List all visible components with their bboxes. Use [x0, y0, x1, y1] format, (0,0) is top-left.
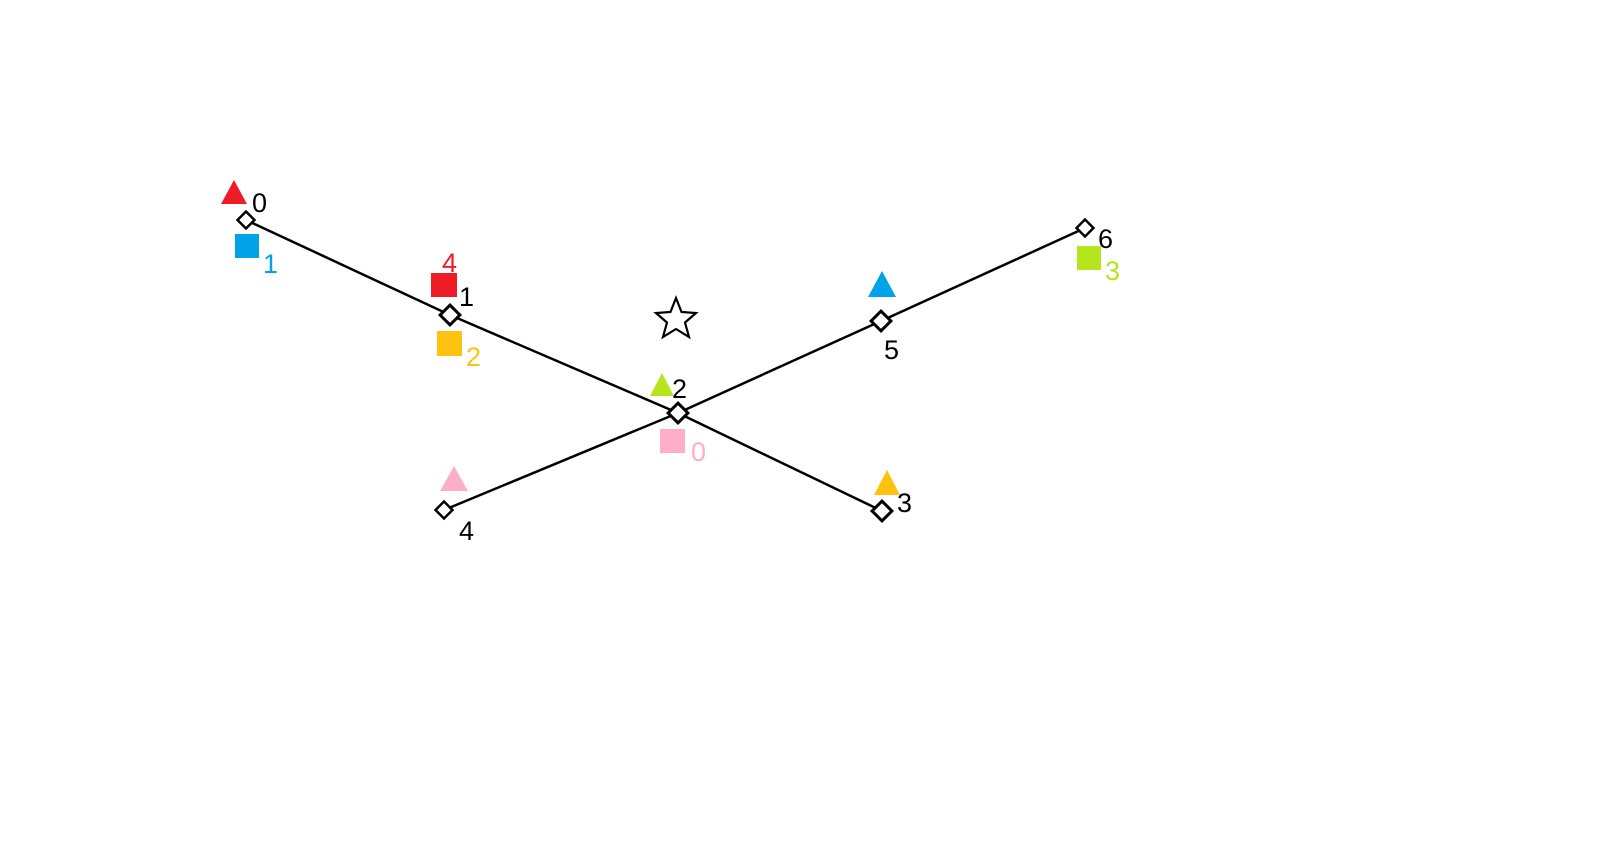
edge-4-2 [443, 411, 679, 512]
node-marker-1 [437, 302, 463, 328]
square-labels: 1 4 2 0 3 [263, 248, 1120, 467]
node-label-6: 6 [1098, 224, 1113, 254]
square-marker-blue [235, 234, 259, 258]
node-marker-0 [235, 209, 257, 231]
edges [245, 218, 1086, 513]
square-label-pink: 0 [691, 437, 706, 467]
node-label-3: 3 [897, 488, 912, 518]
square-label-blue: 1 [263, 249, 278, 279]
square-markers [235, 234, 1101, 453]
square-marker-pink [660, 429, 685, 453]
node-label-0: 0 [252, 188, 267, 218]
edge-2-5 [677, 319, 882, 415]
square-marker-yellow [437, 331, 462, 356]
node-labels: 0 1 2 3 4 5 6 [252, 188, 1113, 546]
node-label-2: 2 [672, 374, 687, 404]
edge-5-6 [880, 226, 1086, 323]
node-marker-6 [1074, 217, 1096, 239]
square-marker-red [431, 273, 457, 297]
triangle-markers [221, 180, 900, 495]
triangle-marker-node-2 [650, 373, 674, 396]
square-label-green: 3 [1105, 256, 1120, 286]
edge-1-2 [449, 313, 679, 415]
node-label-1: 1 [459, 282, 474, 312]
node-label-5: 5 [884, 335, 899, 365]
node-marker-2 [665, 400, 691, 426]
square-marker-green [1077, 246, 1101, 270]
nodes [235, 209, 1096, 524]
triangle-marker-node-0 [221, 180, 247, 204]
triangle-marker-node-3 [874, 470, 900, 495]
triangle-marker-node-4 [440, 466, 468, 491]
node-marker-5 [868, 308, 894, 334]
node-label-4: 4 [459, 516, 474, 546]
star-outline-icon [653, 294, 699, 340]
edge-2-3 [677, 411, 883, 513]
node-marker-4 [433, 499, 455, 521]
edge-0-1 [245, 218, 451, 317]
triangle-marker-node-5 [868, 271, 896, 297]
square-label-yellow: 2 [466, 342, 481, 372]
square-label-red: 4 [442, 248, 457, 278]
node-marker-3 [869, 498, 895, 524]
